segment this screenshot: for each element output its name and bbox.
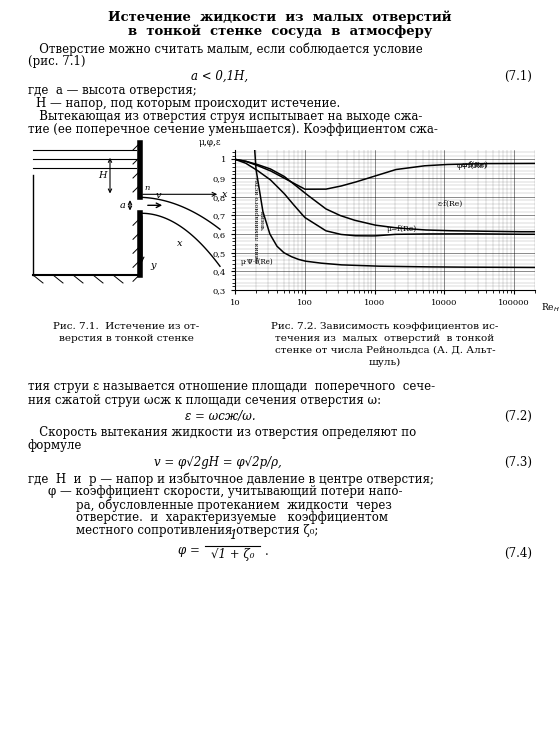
Text: a: a	[120, 200, 126, 210]
Text: (рис. 7.1): (рис. 7.1)	[28, 55, 86, 68]
Text: где  H  и  p — напор и избыточное давление в центре отверстия;: где H и p — напор и избыточное давление …	[28, 472, 434, 486]
Text: течения из  малых  отверстий  в тонкой: течения из малых отверстий в тонкой	[276, 334, 494, 343]
Text: 1: 1	[228, 529, 236, 542]
Text: μ,φ,ε: μ,φ,ε	[199, 139, 222, 147]
Text: стенке от числа Рейнольдса (А. Д. Альт-: стенке от числа Рейнольдса (А. Д. Альт-	[275, 346, 495, 355]
Text: (7.1): (7.1)	[504, 70, 532, 83]
Text: x: x	[222, 190, 227, 199]
Text: φ — коэффициент скорости, учитывающий потери напо-: φ — коэффициент скорости, учитывающий по…	[48, 485, 403, 498]
Text: тия струи ε называется отношение площади  поперечного  сече-: тия струи ε называется отношение площади…	[28, 380, 435, 393]
Text: верстия в тонкой стенке: верстия в тонкой стенке	[59, 334, 194, 343]
Text: √1 + ζ₀: √1 + ζ₀	[211, 548, 254, 561]
Text: тие (ее поперечное сечение уменьшается). Коэффициентом сжа-: тие (ее поперечное сечение уменьшается).…	[28, 123, 438, 136]
Text: ния сжатой струи ωсж к площади сечения отверстия ω:: ния сжатой струи ωсж к площади сечения о…	[28, 394, 381, 407]
Text: ра, обусловленные протеканием  жидкости  через: ра, обусловленные протеканием жидкости ч…	[76, 498, 392, 512]
Text: (7.4): (7.4)	[504, 547, 532, 560]
Text: местного сопротивления отверстия ζ₀;: местного сопротивления отверстия ζ₀;	[76, 524, 319, 537]
Text: .: .	[265, 545, 269, 558]
Text: H: H	[98, 171, 106, 180]
Text: формуле: формуле	[28, 439, 82, 452]
Text: v: v	[155, 191, 161, 200]
Text: где  a — высота отверстия;: где a — высота отверстия;	[28, 84, 197, 97]
Text: Отверстие можно считать малым, если соблюдается условие: Отверстие можно считать малым, если собл…	[28, 42, 423, 55]
Text: H — напор, под которым происходит истечение.: H — напор, под которым происходит истече…	[36, 97, 340, 110]
Text: Re$_H$: Re$_H$	[541, 301, 560, 313]
Text: Истечение  жидкости  из  малых  отверстий: Истечение жидкости из малых отверстий	[108, 10, 452, 23]
Text: отверстие.  и  характеризуемые   коэффициентом: отверстие. и характеризуемые коэффициент…	[76, 511, 388, 524]
Text: x: x	[178, 239, 183, 248]
Text: Скорость вытекания жидкости из отверстия определяют по: Скорость вытекания жидкости из отверстия…	[28, 426, 416, 439]
Text: шуль): шуль)	[369, 358, 401, 367]
Text: v = φ√2gH = φ√2p/ρ,: v = φ√2gH = φ√2p/ρ,	[154, 456, 282, 469]
Text: линия ламинарного исте-
чения: линия ламинарного исте- чения	[255, 177, 266, 263]
Text: φ·f(Re): φ·f(Re)	[462, 161, 489, 169]
Text: n: n	[144, 184, 150, 192]
Text: (7.2): (7.2)	[504, 410, 532, 423]
Text: φ=f(Re): φ=f(Re)	[456, 162, 487, 170]
Text: a < 0,1H,: a < 0,1H,	[192, 70, 249, 83]
Text: φ =: φ =	[178, 544, 200, 557]
Text: μ=f(Re): μ=f(Re)	[387, 225, 417, 233]
Text: Рис. 7.2. Зависимость коэффициентов ис-: Рис. 7.2. Зависимость коэффициентов ис-	[271, 322, 499, 331]
Text: Вытекающая из отверстия струя испытывает на выходе сжа-: Вытекающая из отверстия струя испытывает…	[28, 110, 422, 123]
Text: y: y	[150, 260, 156, 270]
Text: (7.3): (7.3)	[504, 456, 532, 469]
Text: μ·Ψ·f(Re): μ·Ψ·f(Re)	[241, 258, 273, 266]
Text: ε = ωсж/ω.: ε = ωсж/ω.	[185, 410, 255, 423]
Text: Рис. 7.1.  Истечение из от-: Рис. 7.1. Истечение из от-	[53, 322, 199, 331]
Text: ε·f(Re): ε·f(Re)	[437, 200, 463, 208]
Text: в  тонкой  стенке  сосуда  в  атмосферу: в тонкой стенке сосуда в атмосферу	[128, 24, 432, 37]
